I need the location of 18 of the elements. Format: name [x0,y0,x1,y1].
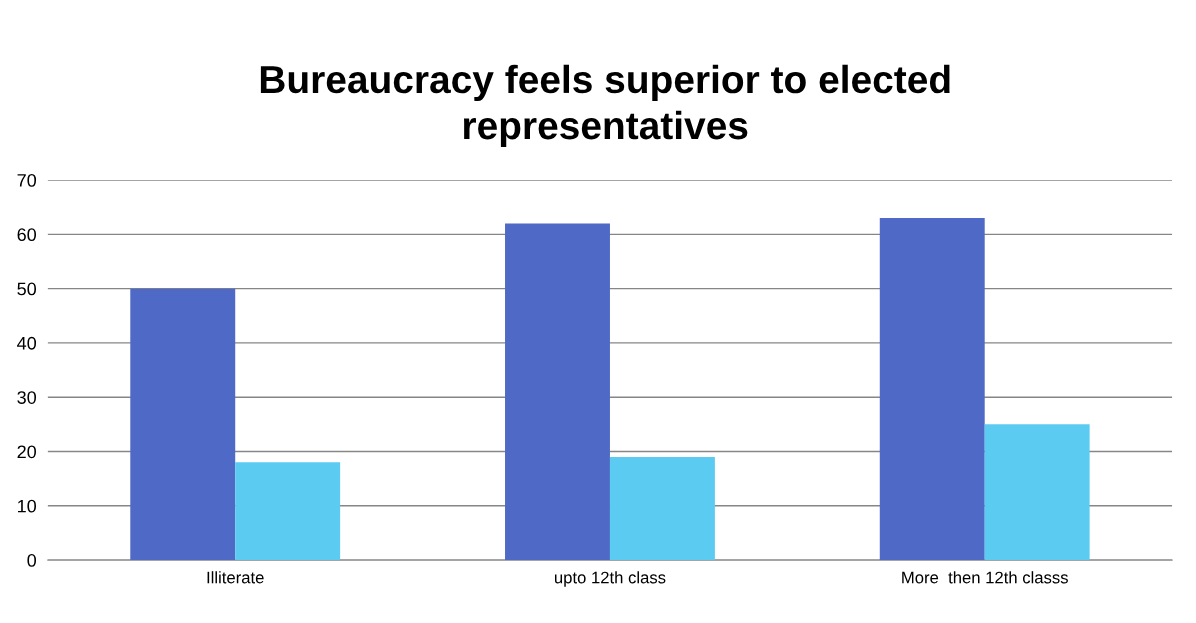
bar [609,456,715,561]
y-tick-label: 20 [17,445,37,459]
x-tick-label: upto 12th class [554,571,666,587]
y-tick-label: 30 [17,391,37,404]
chart-title: Bureaucracy feels superior to elected representatives [260,64,950,148]
y-tick-label: 0 [27,554,37,567]
y-tick-label: 50 [17,282,37,296]
y-tick-label: 10 [18,499,37,513]
x-tick-label: More then 12th classs [902,571,1068,584]
bar [879,218,985,561]
bar [984,424,1090,561]
bar [130,288,236,561]
x-tick-label: Illiterate [207,571,264,584]
bar [235,462,341,561]
bar [505,223,610,561]
y-tick-label: 40 [17,336,37,350]
y-tick-label: 60 [17,228,37,242]
y-tick-label: 70 [17,173,37,187]
